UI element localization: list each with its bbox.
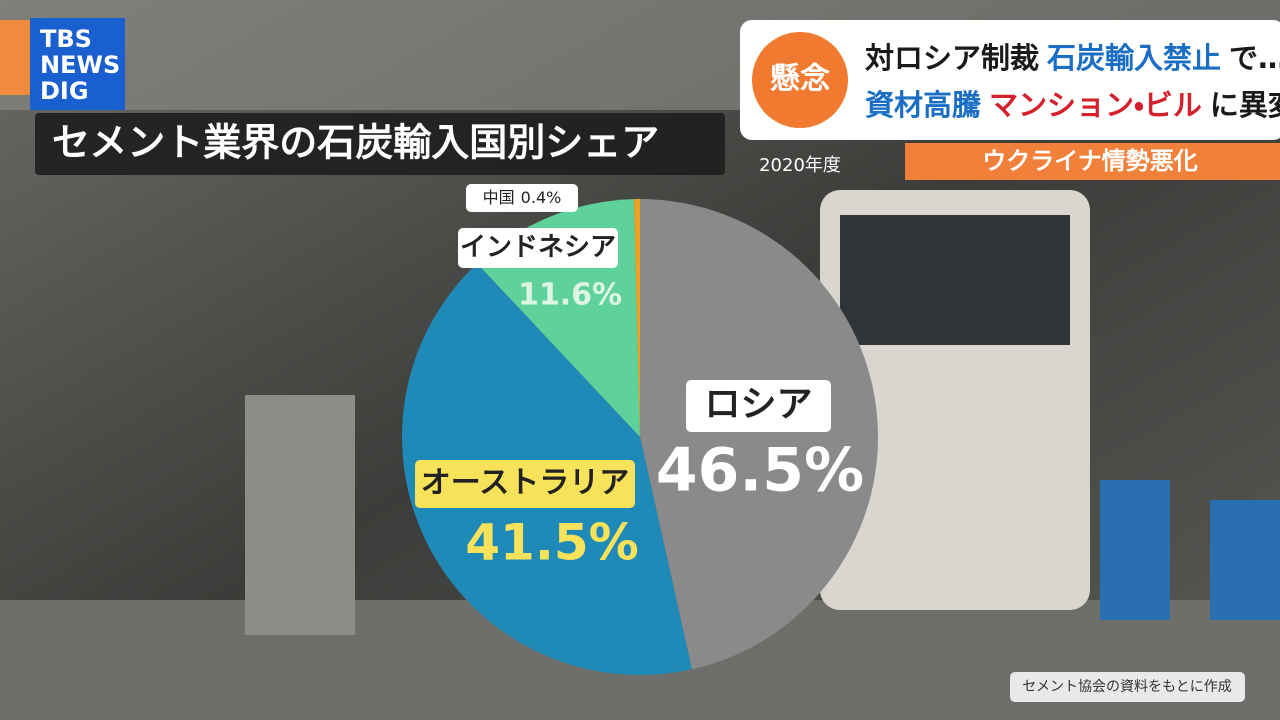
category-label: インドネシア: [460, 233, 616, 263]
title-box: [35, 113, 725, 175]
logo-strip: [0, 20, 30, 95]
value-label: 41.5%: [465, 514, 638, 572]
chart-title: セメント業界の石炭輸入国別シェア: [52, 121, 659, 165]
category-name: 中国: [483, 188, 515, 207]
category-label: 中国 0.4%: [483, 188, 562, 207]
headline-segment: で…: [1229, 41, 1280, 75]
label-box: [466, 184, 578, 212]
chart-subtitle: 2020年度: [759, 155, 841, 176]
logo-text: DIG: [40, 77, 89, 105]
label-box: [415, 460, 635, 508]
source: セメント協会の資料をもとに作成: [1022, 679, 1231, 695]
logo-text: TBS: [40, 25, 92, 53]
pie-slice: [634, 199, 640, 437]
headline-badge-text: 懸念: [770, 62, 830, 97]
label-box: [458, 228, 618, 268]
headline-segment: 資材高騰: [865, 88, 982, 122]
value-label: 0.4%: [521, 188, 562, 207]
value-label: 46.5%: [656, 436, 864, 506]
category-label: ロシア: [704, 384, 812, 425]
pie-slice: [640, 199, 878, 670]
logo-box: [30, 18, 125, 110]
source-box: [1010, 672, 1245, 702]
background-barrel: [1210, 500, 1280, 620]
headline-segment: 対ロシア制裁: [865, 41, 1039, 75]
headline-line: 対ロシア制裁石炭輸入禁止で…: [865, 41, 1280, 75]
headline-box: [740, 20, 1280, 140]
headline-badge: [752, 32, 848, 128]
background-post: [245, 395, 355, 635]
category-label: オーストラリア: [421, 466, 630, 501]
headline-segment: マンション・ビル: [989, 88, 1202, 122]
topic: ウクライナ情勢悪化: [982, 147, 1198, 175]
label-box: [686, 380, 831, 432]
value-label: 11.6%: [518, 278, 622, 313]
background-windshield: [840, 215, 1070, 345]
headline-segment: に異変: [1210, 88, 1280, 122]
headline-segment: 石炭輸入禁止: [1046, 41, 1221, 75]
topic-bar: [905, 143, 1280, 180]
background-barrel: [1100, 480, 1170, 620]
logo-text: NEWS: [40, 51, 120, 79]
